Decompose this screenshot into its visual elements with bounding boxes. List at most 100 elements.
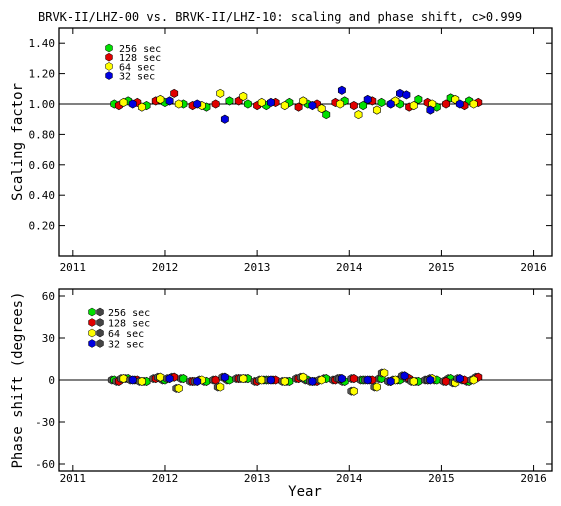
y-axis-label: Scaling factor xyxy=(10,83,26,201)
y-tick-label: -60 xyxy=(35,458,55,471)
point-64-sec xyxy=(280,100,289,111)
point-64-sec xyxy=(138,102,146,112)
y-tick-label: 0.20 xyxy=(29,220,56,233)
point-128-sec xyxy=(349,100,358,111)
x-tick-label: 2012 xyxy=(152,472,179,485)
x-tick-label: 2016 xyxy=(520,261,547,274)
x-tick-label: 2014 xyxy=(336,472,363,485)
y-tick-label: 0 xyxy=(48,374,55,387)
y-axis-label: Phase shift (degrees) xyxy=(10,291,26,468)
y-tick-labels: 60 30 0 -30 -60 xyxy=(35,290,55,471)
legend-marker-64-sec xyxy=(88,328,96,338)
legend-marker-256-sec xyxy=(88,307,96,317)
point-64-sec xyxy=(216,382,225,392)
x-tick-label: 2015 xyxy=(428,261,455,274)
scaling-factor-panel: 2011 2012 2013 2014 2015 2016 0.20 0.40 0.60 0.8… xyxy=(10,27,553,274)
point-64-sec xyxy=(138,376,146,386)
chart-title: BRVK-II/LHZ-00 vs. BRVK-II/LHZ-10: scali… xyxy=(38,10,522,24)
legend-label-64-sec: 64 sec xyxy=(119,62,155,73)
point-32-sec xyxy=(363,94,372,104)
legend-label-32-sec: 32 sec xyxy=(119,72,155,83)
point-32-sec xyxy=(363,375,372,385)
legend-marker-256-sec xyxy=(96,307,104,317)
x-axis-label: Year xyxy=(288,484,322,500)
y-tick-label: 30 xyxy=(42,332,55,345)
point-32-sec xyxy=(128,375,137,385)
legend-marker-256-sec xyxy=(105,43,113,53)
point-32-sec xyxy=(402,90,411,100)
point-64-sec xyxy=(156,372,165,382)
point-64-sec xyxy=(409,376,418,386)
point-64-sec xyxy=(239,91,248,101)
x-tick-label: 2014 xyxy=(336,261,363,274)
plot-frame xyxy=(58,27,553,257)
point-128-sec xyxy=(211,99,220,109)
point-64-sec xyxy=(257,97,266,108)
point-64-sec xyxy=(469,99,478,109)
point-32-sec xyxy=(193,99,202,109)
point-32-sec xyxy=(426,375,435,385)
point-32-sec xyxy=(426,105,435,115)
y-tick-label: -30 xyxy=(35,416,55,429)
x-tick-label: 2013 xyxy=(244,261,271,274)
legend-label-32-sec: 32 sec xyxy=(108,340,144,351)
phase-shift-panel: 2011 2012 2013 2014 2015 2016 60 30 0 -30 -60 256… xyxy=(10,288,553,500)
data-points xyxy=(107,368,483,396)
x-tick-label: 2011 xyxy=(60,472,87,485)
x-tick-label: 2016 xyxy=(520,472,547,485)
point-32-sec xyxy=(165,96,174,106)
legend-marker-128-sec xyxy=(88,318,96,327)
point-64-sec xyxy=(299,372,308,382)
x-tick-label: 2011 xyxy=(60,261,87,274)
point-64-sec xyxy=(380,368,389,378)
tick-marks xyxy=(59,289,552,471)
point-64-sec xyxy=(336,99,344,109)
point-32-sec xyxy=(400,371,409,381)
point-32-sec xyxy=(308,100,317,111)
point-32-sec xyxy=(386,99,395,109)
point-64-sec xyxy=(257,375,266,385)
point-64-sec xyxy=(119,374,128,384)
point-32-sec xyxy=(455,99,464,109)
y-tick-label: 60 xyxy=(42,290,55,303)
legend-marker-32-sec xyxy=(96,339,104,348)
point-32-sec xyxy=(193,376,202,386)
point-32-sec xyxy=(220,372,229,382)
point-64-sec xyxy=(280,376,289,386)
legend-marker-32-sec xyxy=(88,339,96,348)
point-64-sec xyxy=(174,383,183,393)
point-64-sec xyxy=(409,100,418,111)
y-tick-label: 0.60 xyxy=(29,159,56,172)
point-256-sec xyxy=(243,99,252,109)
point-32-sec xyxy=(128,99,137,109)
y-tick-label: 1.20 xyxy=(29,68,56,81)
point-256-sec xyxy=(414,94,423,104)
y-tick-labels: 0.20 0.40 0.60 0.80 1.00 1.20 1.40 xyxy=(29,37,56,232)
y-tick-label: 1.00 xyxy=(29,98,56,111)
legend-marker-32-sec xyxy=(105,71,113,80)
legend-label-64-sec: 64 sec xyxy=(108,329,144,340)
point-32-sec xyxy=(220,114,229,124)
y-tick-label: 1.40 xyxy=(29,37,56,50)
tick-marks xyxy=(59,28,552,256)
point-64-sec xyxy=(317,375,326,385)
x-tick-label: 2013 xyxy=(244,472,271,485)
point-128-sec xyxy=(442,376,450,386)
point-32-sec xyxy=(337,85,346,95)
point-64-sec xyxy=(156,94,165,104)
legend-label-128-sec: 128 sec xyxy=(108,319,150,330)
legend-label-256-sec: 256 sec xyxy=(108,308,150,319)
point-64-sec xyxy=(469,375,478,385)
point-64-sec xyxy=(372,105,381,115)
x-tick-labels: 2011 2012 2013 2014 2015 2016 xyxy=(60,472,547,485)
point-256-sec xyxy=(225,96,234,106)
point-32-sec xyxy=(455,374,464,384)
y-tick-label: 0.80 xyxy=(29,128,56,141)
point-32-sec xyxy=(267,97,275,108)
point-32-sec xyxy=(165,374,174,384)
point-256-sec xyxy=(377,97,386,108)
data-points xyxy=(110,85,483,124)
point-64-sec xyxy=(119,97,128,108)
point-64-sec xyxy=(349,386,358,396)
